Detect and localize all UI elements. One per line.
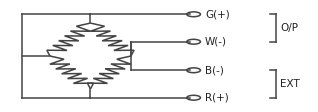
Text: R(+): R(+): [205, 93, 229, 103]
Text: W(-): W(-): [205, 37, 227, 47]
Text: O/P: O/P: [280, 23, 298, 33]
Text: EXT: EXT: [280, 79, 300, 89]
Text: G(+): G(+): [205, 9, 230, 19]
Text: B(-): B(-): [205, 65, 224, 75]
